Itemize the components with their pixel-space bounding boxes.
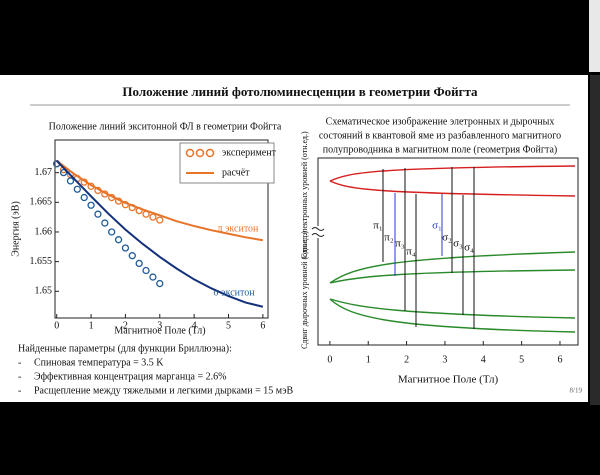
data-point <box>142 266 150 275</box>
plot-frame <box>54 139 269 319</box>
x-tick-label: 1 <box>366 354 371 365</box>
legend-marker <box>195 148 205 158</box>
axis-break-gap <box>312 226 324 238</box>
chart-title: состояний в квантовой яме из разбавленно… <box>319 130 561 141</box>
x-tick-label: 4 <box>192 320 197 331</box>
slide-title: Положение линий фотолюминесценции в геом… <box>122 84 478 99</box>
hole-level <box>329 298 576 319</box>
data-point <box>149 273 157 281</box>
chart-title: Положение линий экситонной ФЛ в геометри… <box>49 121 282 132</box>
chart-title: Схематическое изображение элетронных и д… <box>326 116 555 127</box>
electron-level <box>329 165 576 182</box>
data-point <box>149 213 157 221</box>
bullet: - <box>18 357 21 368</box>
x-tick-label: 3 <box>442 354 447 365</box>
legend-label: расчёт <box>222 167 250 178</box>
data-point <box>73 185 81 193</box>
data-point <box>87 201 95 209</box>
data-point <box>108 228 116 236</box>
data-point <box>59 168 68 177</box>
axis-break <box>311 227 325 237</box>
param: Эффективная концентрация марганца = 2.6% <box>34 371 226 382</box>
fit-line <box>56 159 264 242</box>
data-point <box>94 210 102 218</box>
y-axis-label: Энергия (эВ) <box>10 201 21 257</box>
x-tick-label: 5 <box>519 354 524 365</box>
transition-label: π₁ <box>373 220 383 232</box>
param: Спиновая температура = 3.5 K <box>34 357 164 368</box>
y-axis-label: Сдвиг электронных уровней (отн.ед.) <box>300 131 309 259</box>
transition-label: σ₁ <box>432 220 442 232</box>
y-tick-label: 1.66 <box>35 226 53 237</box>
x-tick-label: 2 <box>123 320 128 331</box>
x-axis-label: Магнитное Поле (Тл) <box>114 325 205 336</box>
transition-label: σ₂ <box>442 232 452 244</box>
chart-title: полупроводника в магнитном поле (геометр… <box>323 144 557 155</box>
bullet: - <box>18 371 21 382</box>
y-tick-label: 1.655 <box>30 256 53 267</box>
x-axis-label: Магнитное Поле (Тл) <box>398 374 499 386</box>
electron-level <box>329 180 576 197</box>
x-tick-label: 6 <box>260 320 265 331</box>
hole-level <box>329 269 576 284</box>
bullet: - <box>18 385 21 396</box>
x-tick-label: 2 <box>404 354 409 365</box>
data-point <box>121 244 130 252</box>
data-point <box>128 252 136 260</box>
x-tick-label: 0 <box>327 354 332 365</box>
params-heading: Найденные параметры (для функции Бриллюэ… <box>18 343 232 354</box>
data-point <box>156 216 164 224</box>
legend <box>179 142 275 184</box>
x-tick-label: 5 <box>226 320 231 331</box>
data-point <box>66 177 75 185</box>
transition-label: σ₄ <box>464 242 474 254</box>
transition-label: π₂ <box>384 232 394 244</box>
sidebar <box>590 75 600 405</box>
transition-label: σ₃ <box>453 238 463 250</box>
hole-level <box>329 251 576 284</box>
param: Расщепление между тяжелыми и легкими дыр… <box>34 385 293 396</box>
annotation: σ экситон <box>213 287 255 298</box>
legend-label: эксперимент <box>222 147 277 158</box>
legend-marker <box>205 148 215 158</box>
page-number: 8/19 <box>570 387 583 395</box>
data-point <box>135 259 143 268</box>
data-point <box>114 236 123 244</box>
slide <box>0 75 588 402</box>
data-point <box>156 279 164 288</box>
transitions <box>382 167 475 329</box>
legend-marker <box>185 148 195 158</box>
annotation: π экситон <box>218 223 259 234</box>
x-tick-label: 0 <box>54 320 59 331</box>
y-tick-label: 1.65 <box>35 286 53 297</box>
x-tick-label: 1 <box>89 320 94 331</box>
transition-label: π₄ <box>406 246 416 258</box>
y-axis-label: Сдвиг дырочных уровней (отн.ед.) <box>300 231 309 349</box>
transition-label: π₃ <box>395 238 405 250</box>
x-tick-label: 4 <box>481 354 486 365</box>
levels <box>329 165 576 333</box>
data-point <box>80 193 88 202</box>
y-tick-label: 1.665 <box>30 197 53 208</box>
plot-frame <box>317 157 579 346</box>
window-corner <box>589 0 600 72</box>
fit-line <box>55 160 264 308</box>
x-tick-label: 3 <box>157 320 162 331</box>
data-point <box>101 219 109 227</box>
hole-level <box>329 298 576 333</box>
x-tick-label: 6 <box>557 354 562 365</box>
y-tick-label: 1.67 <box>35 167 53 178</box>
